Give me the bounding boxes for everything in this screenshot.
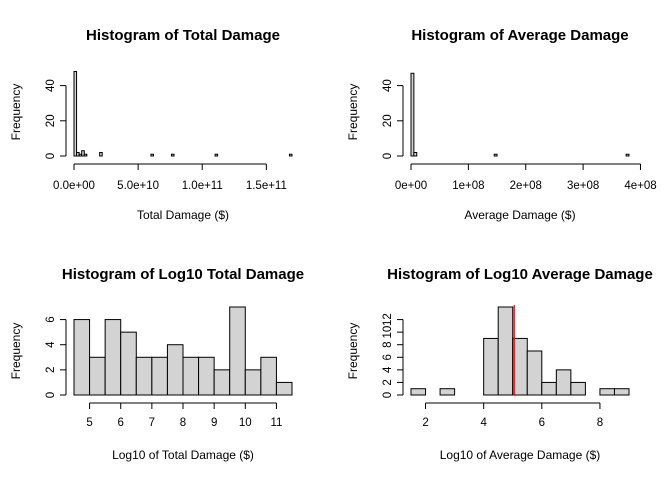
y-axis-label: Frequency: [9, 84, 23, 141]
x-axis-label: Log10 of Average Damage ($): [440, 448, 601, 462]
x-tick-label: 5.0e+10: [117, 180, 159, 192]
x-tick-label: 10: [239, 417, 252, 429]
y-tick-label: 20: [382, 114, 394, 127]
y-axis-label: Frequency: [346, 323, 360, 380]
y-axis-label: Frequency: [9, 323, 23, 380]
histogram-bar: [570, 381, 586, 396]
x-tick-label: 8: [597, 417, 603, 429]
y-tick-label: 4: [382, 366, 394, 373]
histogram-bar: [493, 153, 498, 157]
x-tick-label: 1e+08: [452, 180, 484, 192]
histogram-bar: [83, 153, 88, 157]
x-tick-label: 9: [211, 417, 217, 429]
y-tick-label: 10: [382, 326, 394, 339]
x-tick-label: 4: [480, 417, 487, 429]
y-axis-label: Frequency: [346, 84, 360, 141]
y-tick-label: 40: [382, 79, 394, 92]
histogram-bar: [483, 337, 499, 396]
y-tick-label: 2: [382, 379, 394, 385]
x-axis-label: Log10 of Total Damage ($): [112, 448, 254, 462]
x-tick-label: 2: [422, 417, 428, 429]
y-tick-label: 6: [45, 316, 57, 322]
histogram-bar: [599, 388, 615, 396]
y-tick-label: 0: [382, 153, 394, 159]
histogram-bar: [526, 350, 543, 396]
histogram-bar: [213, 369, 231, 396]
x-tick-label: 3e+08: [567, 180, 599, 192]
histogram-bar: [410, 388, 427, 396]
histogram-bar: [275, 381, 293, 396]
chart-title: Histogram of Average Damage: [411, 27, 628, 44]
chart-title: Histogram of Total Damage: [86, 27, 280, 44]
y-tick-label: 40: [45, 79, 57, 92]
histogram-bar: [135, 356, 153, 396]
x-tick-label: 0.0e+00: [53, 180, 95, 192]
x-axis-label: Total Damage ($): [137, 208, 229, 222]
y-tick-label: 12: [382, 313, 394, 326]
histogram-panel-3: Histogram of Log10 Total Damage 5 6 7 8 9 10 11…: [9, 266, 304, 462]
histogram-bar: [99, 151, 103, 157]
histogram-panel-2: Histogram of Average Damage 0e+00 1e+08 2e+…: [346, 27, 656, 222]
histogram-bar: [413, 151, 418, 157]
x-tick-label: 5: [86, 417, 92, 429]
x-tick-label: 1.0e+11: [182, 180, 223, 192]
histogram-bar: [81, 150, 85, 157]
histogram-bar: [104, 319, 122, 396]
histogram-bar: [497, 306, 514, 396]
chart-title: Histogram of Log10 Total Damage: [62, 266, 304, 283]
x-tick-label: 4e+08: [624, 180, 656, 192]
histogram-bar: [410, 72, 415, 157]
histogram-bar: [120, 331, 137, 396]
x-axis-label: Average Damage ($): [464, 208, 575, 222]
histogram-bar: [541, 381, 557, 396]
histogram-bar: [512, 337, 528, 396]
x-tick-label: 0e+00: [395, 180, 427, 192]
histogram-bar: [170, 153, 175, 157]
histogram-bar: [182, 356, 200, 396]
histogram-panel-4: Histogram of Log10 Average Damage 2 4 6 8 Log…: [346, 266, 653, 462]
histogram-bar: [244, 369, 262, 396]
y-tick-label: 0: [45, 392, 57, 398]
histogram-bar: [166, 344, 184, 396]
x-tick-label: 2e+08: [510, 180, 542, 192]
histogram-panel-1: Histogram of Total Damage 0.0e+00 5.0e+10 1…: [9, 27, 293, 222]
histogram-bar: [288, 153, 293, 157]
y-tick-label: 0: [45, 153, 57, 159]
y-tick-label: 8: [382, 342, 394, 348]
histogram-bar: [150, 153, 155, 157]
y-tick-label: 2: [45, 367, 57, 373]
histogram-bar: [89, 356, 106, 396]
histogram-bar: [73, 71, 78, 157]
y-tick-label: 20: [45, 114, 57, 127]
histogram-bar: [555, 369, 572, 396]
histogram-bar: [625, 153, 630, 157]
y-tick-label: 6: [382, 354, 394, 360]
histogram-bar: [214, 153, 219, 157]
y-tick-label: 4: [45, 341, 57, 348]
histogram-bar: [151, 356, 168, 396]
histogram-bar: [229, 306, 246, 396]
histogram-bar: [260, 356, 277, 396]
x-tick-label: 11: [270, 417, 282, 429]
x-tick-label: 6: [539, 417, 545, 429]
histogram-bar: [439, 388, 456, 396]
histogram-bar: [73, 319, 91, 396]
x-tick-label: 6: [118, 417, 124, 429]
x-tick-label: 1.5e+11: [246, 180, 287, 192]
histogram-bar: [198, 356, 215, 396]
histogram-bar: [613, 388, 630, 396]
chart-title: Histogram of Log10 Average Damage: [387, 266, 653, 283]
x-tick-label: 7: [149, 417, 155, 429]
x-tick-label: 8: [180, 417, 186, 429]
y-tick-label: 0: [382, 392, 394, 398]
